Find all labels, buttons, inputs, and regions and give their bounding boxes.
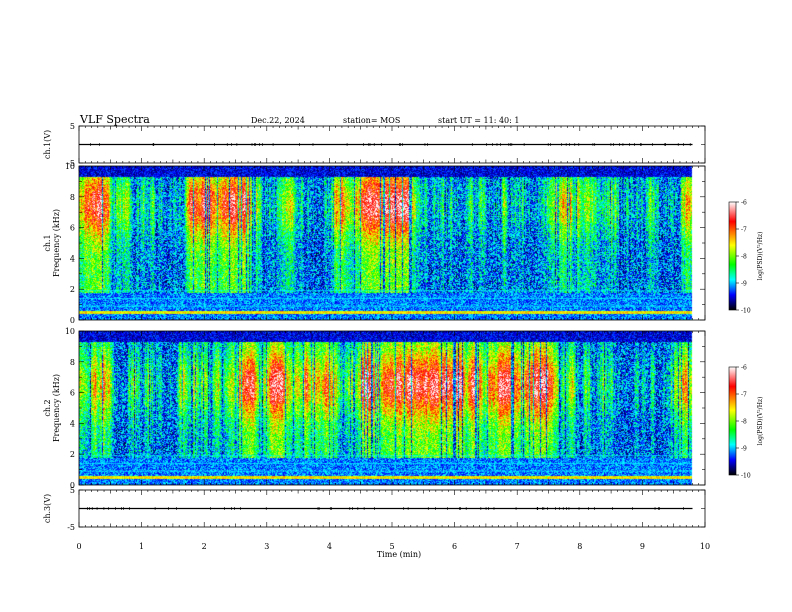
x-tick-label: 3 — [264, 542, 269, 551]
panel-ch3-voltage: 5 -5 ch.3(V) — [43, 486, 705, 532]
x-tick-label: 6 — [452, 542, 457, 551]
x-tick-label: 4 — [327, 542, 332, 551]
colorbar-tick-label: -6 — [741, 200, 747, 207]
y-tick-label: 2 — [70, 450, 75, 459]
colorbar-1 — [729, 202, 736, 310]
x-tick-label: 0 — [76, 542, 81, 551]
y-tick-label: 2 — [70, 285, 75, 294]
y-axis-label-frequency: Frequency (kHz) — [52, 374, 61, 442]
colorbar-tick-label: -9 — [741, 281, 747, 288]
x-tick-label: 10 — [700, 542, 710, 551]
x-tick-label: 2 — [202, 542, 207, 551]
ch2-spectrogram-image — [79, 331, 705, 485]
colorbar-tick-label: -8 — [741, 419, 747, 426]
colorbar-tick-label: -10 — [741, 308, 751, 315]
y-axis-label-frequency: Frequency (kHz) — [52, 209, 61, 277]
y-tick-label: 8 — [70, 193, 75, 202]
ch1-spectrogram-image — [79, 166, 705, 320]
y-axis-label-channel: ch.2 — [43, 399, 52, 416]
figure-title: VLF Spectra — [79, 113, 150, 126]
y-tick-label: 8 — [70, 358, 75, 367]
colorbar-tick-label: -8 — [741, 254, 747, 261]
y-tick-label: 0 — [70, 316, 75, 325]
y-tick-label: 4 — [70, 254, 75, 263]
header-date: Dec.22, 2024 — [251, 116, 305, 125]
colorbar-label: log(PSD)(V²/Hz) — [757, 397, 764, 446]
x-tick-label: 8 — [577, 542, 582, 551]
x-tick-label: 7 — [515, 542, 520, 551]
colorbar-label: log(PSD)(V²/Hz) — [757, 232, 764, 281]
y-tick-label: -5 — [67, 523, 75, 532]
colorbar-tick-label: -7 — [741, 392, 747, 399]
colorbar-tick-label: -9 — [741, 446, 747, 453]
header-station: station= MOS — [343, 116, 400, 125]
y-tick-label: 10 — [65, 327, 75, 336]
y-tick-label: 4 — [70, 419, 75, 428]
y-tick-label: 10 — [65, 162, 75, 171]
header-start-time: start UT = 11: 40: 1 — [438, 116, 519, 125]
y-axis-label: ch.1(V) — [43, 130, 52, 159]
colorbar-2 — [729, 367, 736, 475]
y-tick-label: 5 — [70, 486, 75, 495]
x-tick-label: 9 — [640, 542, 645, 551]
x-axis-label: Time (min) — [377, 550, 421, 559]
panel-ch1-voltage: 5-5ch.1(V) — [43, 122, 705, 168]
colorbar-tick-label: -6 — [741, 365, 747, 372]
y-axis-label: ch.3(V) — [43, 494, 52, 523]
colorbar-tick-label: -7 — [741, 227, 747, 234]
y-tick-label: 6 — [70, 224, 75, 233]
y-axis-label-channel: ch.1 — [43, 234, 52, 251]
x-tick-label: 1 — [139, 542, 144, 551]
y-tick-label: 5 — [70, 122, 75, 131]
y-tick-label: 6 — [70, 389, 75, 398]
colorbar-tick-label: -10 — [741, 473, 751, 480]
